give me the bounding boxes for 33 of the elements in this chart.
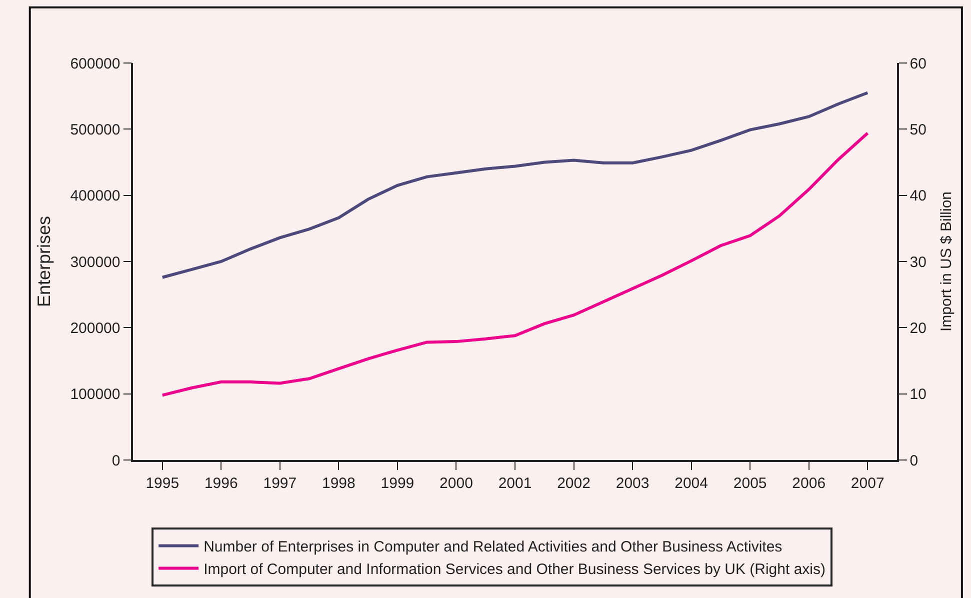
x-tick-label: 2007 bbox=[850, 474, 884, 492]
y2-tick-label: 10 bbox=[910, 386, 926, 404]
x-tick-label: 1999 bbox=[380, 474, 414, 492]
y2-tick-label: 60 bbox=[910, 55, 926, 72]
y2-tick-label: 40 bbox=[910, 188, 926, 205]
y-tick-label: 600000 bbox=[70, 55, 120, 72]
x-tick-label: 1996 bbox=[204, 474, 238, 492]
y-tick-label: 200000 bbox=[70, 320, 120, 337]
y-tick-label: 300000 bbox=[70, 254, 120, 271]
x-tick-label: 2005 bbox=[733, 474, 767, 492]
x-tick-label: 1995 bbox=[146, 474, 180, 492]
y2-axis-title: Import in US $ Billion bbox=[938, 191, 955, 332]
x-tick-label: 2003 bbox=[616, 474, 650, 492]
x-tick-label: 2002 bbox=[557, 474, 590, 492]
y2-tick-label: 0 bbox=[910, 452, 918, 470]
x-tick-label: 1998 bbox=[322, 474, 356, 492]
legend-label: Number of Enterprises in Computer and Related Activities and Other Business Activites bbox=[204, 538, 782, 556]
y2-tick-label: 30 bbox=[910, 254, 926, 271]
legend-label: Import of Computer and Information Services and Other Business Services by UK (Right axis) bbox=[204, 561, 826, 578]
x-tick-label: 2001 bbox=[498, 474, 532, 492]
y2-tick-label: 50 bbox=[910, 121, 926, 138]
line-series bbox=[160, 132, 870, 397]
line-series bbox=[160, 91, 870, 279]
y-axis-title: Enterprises bbox=[34, 216, 54, 308]
y-tick-label: 400000 bbox=[70, 188, 120, 205]
x-tick-label: 1997 bbox=[263, 474, 297, 492]
y2-tick-label: 20 bbox=[910, 320, 926, 337]
y-tick-label: 100000 bbox=[70, 386, 120, 404]
x-tick-label: 2004 bbox=[674, 474, 708, 492]
x-tick-label: 2000 bbox=[440, 474, 473, 492]
y-tick-label: 0 bbox=[112, 452, 120, 470]
x-tick-label: 2006 bbox=[792, 474, 826, 492]
y-tick-label: 500000 bbox=[70, 121, 120, 138]
